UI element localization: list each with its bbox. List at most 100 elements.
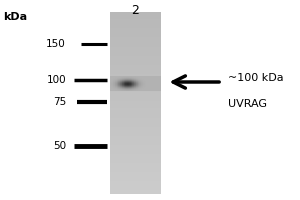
Bar — [153, 89, 154, 90]
Bar — [139, 90, 140, 91]
Bar — [142, 77, 143, 78]
Bar — [122, 84, 123, 85]
Bar — [157, 86, 158, 87]
Bar — [153, 84, 154, 85]
Bar — [125, 78, 126, 79]
Bar — [110, 85, 111, 86]
Bar — [134, 85, 135, 86]
Bar — [142, 79, 143, 80]
Bar — [142, 89, 143, 90]
Bar — [149, 89, 150, 90]
Bar — [155, 88, 156, 89]
Bar — [148, 86, 149, 87]
Bar — [120, 90, 121, 91]
Bar — [136, 87, 137, 88]
Bar — [151, 85, 152, 86]
Bar — [110, 179, 160, 181]
Bar — [156, 86, 157, 87]
Bar — [134, 82, 135, 83]
Bar — [118, 83, 119, 84]
Bar — [122, 86, 123, 87]
Bar — [157, 86, 158, 87]
Bar — [143, 76, 144, 77]
Bar — [116, 90, 118, 91]
Bar — [110, 68, 160, 70]
Bar — [121, 90, 122, 91]
Bar — [152, 87, 153, 88]
Bar — [146, 79, 147, 80]
Bar — [133, 88, 134, 89]
Bar — [130, 80, 131, 81]
Bar — [133, 77, 134, 78]
Bar — [125, 90, 126, 91]
Bar — [113, 81, 114, 82]
Bar — [110, 82, 111, 83]
Bar — [154, 82, 155, 83]
Bar — [133, 83, 134, 84]
Bar — [136, 77, 137, 78]
Bar — [159, 79, 160, 80]
Bar — [129, 78, 130, 79]
Bar — [131, 88, 132, 89]
Bar — [126, 90, 127, 91]
Bar — [120, 76, 121, 77]
Bar — [138, 77, 139, 78]
Bar — [141, 88, 142, 89]
Bar — [149, 77, 150, 78]
Bar — [112, 82, 113, 83]
Bar — [148, 89, 149, 90]
Bar — [158, 76, 159, 77]
Bar — [122, 85, 123, 86]
Bar — [110, 88, 111, 89]
Bar — [135, 77, 136, 78]
Bar — [117, 86, 118, 87]
Bar — [146, 86, 147, 87]
Bar — [113, 88, 114, 89]
Bar — [134, 81, 135, 82]
Bar — [116, 85, 118, 86]
Bar — [115, 89, 116, 90]
Bar — [117, 76, 118, 77]
Bar — [116, 84, 117, 85]
Bar — [148, 86, 149, 87]
Bar — [110, 78, 160, 79]
Bar — [141, 88, 142, 89]
Bar — [144, 82, 145, 83]
Bar — [110, 101, 160, 103]
Bar — [131, 90, 132, 91]
Bar — [159, 80, 160, 81]
Bar — [111, 76, 112, 77]
Bar — [135, 80, 136, 81]
Bar — [156, 87, 157, 88]
Bar — [156, 76, 157, 77]
Bar — [139, 77, 140, 78]
Bar — [122, 82, 123, 83]
Bar — [119, 85, 120, 86]
Bar — [154, 83, 155, 84]
Bar — [118, 78, 119, 79]
Bar — [119, 78, 120, 79]
Bar — [110, 14, 160, 16]
Bar — [115, 88, 116, 89]
Bar — [122, 80, 123, 81]
Bar — [118, 78, 119, 79]
Bar — [138, 86, 139, 87]
Bar — [159, 88, 160, 89]
Bar — [144, 89, 145, 90]
Bar — [122, 76, 123, 77]
Bar — [133, 82, 134, 83]
Bar — [157, 77, 158, 78]
Bar — [149, 81, 150, 82]
Bar — [110, 167, 160, 169]
Bar — [112, 81, 113, 82]
Bar — [118, 81, 119, 82]
Bar — [145, 80, 146, 81]
Bar — [112, 76, 113, 77]
Bar — [143, 80, 144, 81]
Bar — [134, 82, 135, 83]
Bar — [159, 82, 160, 83]
Bar — [154, 84, 155, 85]
Bar — [160, 89, 161, 90]
Bar — [148, 82, 149, 83]
Bar — [143, 88, 144, 89]
